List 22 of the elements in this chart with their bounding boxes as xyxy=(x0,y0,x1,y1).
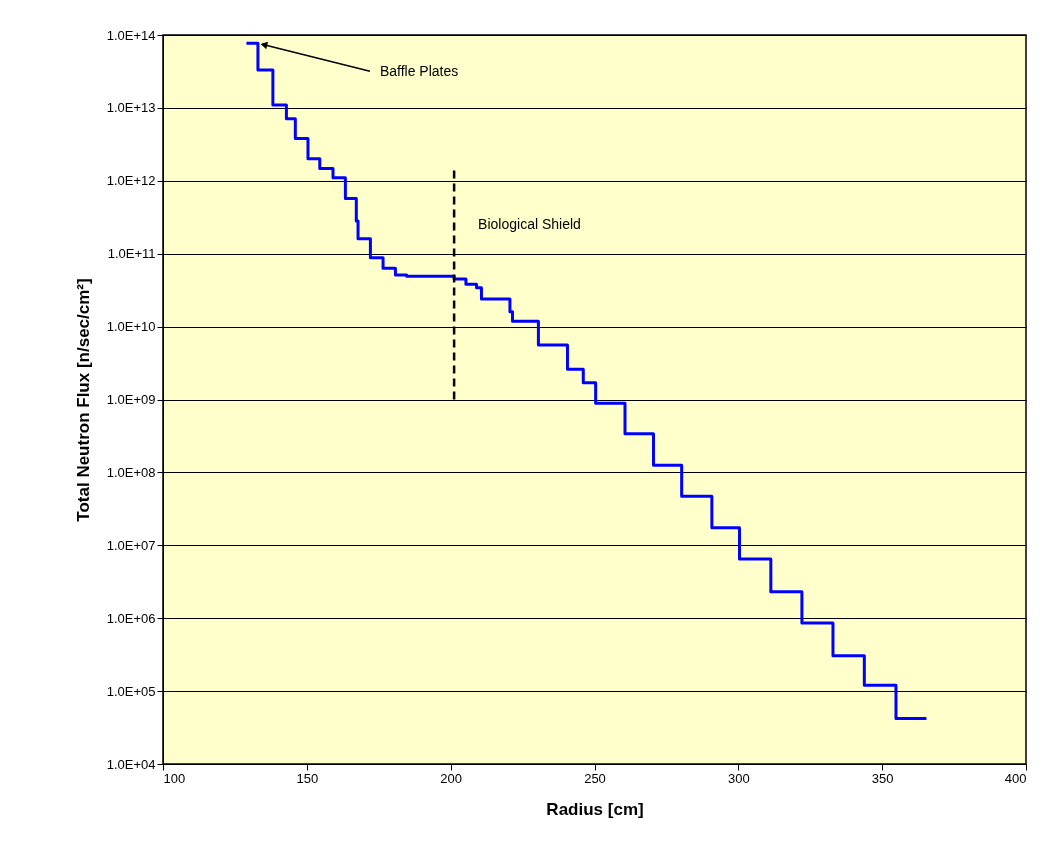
y-tick-label: 1.0E+10 xyxy=(106,319,156,335)
x-tick-label: 150 xyxy=(296,770,319,786)
y-tick-label: 1.0E+08 xyxy=(106,464,156,480)
y-tick-label: 1.0E+13 xyxy=(106,100,156,116)
y-tick-label: 1.0E+11 xyxy=(107,246,156,262)
annotation: Baffle Plates xyxy=(379,63,459,80)
x-axis-title: Radius [cm] xyxy=(546,799,644,819)
x-tick-label: 300 xyxy=(727,770,750,786)
y-tick-label: 1.0E+09 xyxy=(106,392,156,407)
x-tick-label: 200 xyxy=(440,770,463,786)
y-axis-title: Total Neutron Flux [n/sec/cm²] xyxy=(73,278,93,522)
x-tick-label: 400 xyxy=(1004,770,1027,786)
x-tick-label: 350 xyxy=(871,770,894,786)
annotation: Biological Shield xyxy=(478,215,581,232)
y-tick-label: 1.0E+12 xyxy=(106,173,156,189)
y-tick-label: 1.0E+06 xyxy=(106,610,156,626)
x-tick-label: 250 xyxy=(584,770,606,786)
y-tick-label: 1.0E+05 xyxy=(106,683,156,699)
x-tick-label: 100 xyxy=(163,770,186,786)
y-tick-label: 1.0E+04 xyxy=(106,756,156,772)
y-tick-label: 1.0E+14 xyxy=(106,27,156,43)
y-tick-label: 1.0E+07 xyxy=(106,537,156,553)
